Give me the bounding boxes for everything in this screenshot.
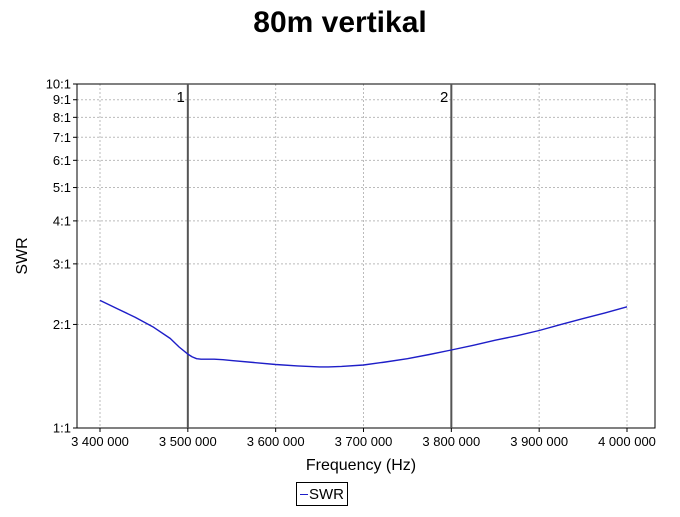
y-tick-label: 8:1 [53,110,71,125]
x-tick-label: 3 400 000 [71,434,129,449]
y-tick-label: 2:1 [53,317,71,332]
plot-area [76,83,656,429]
y-axis-label: SWR [14,237,31,274]
y-tick-label: 9:1 [53,92,71,107]
legend: SWR [296,482,348,506]
y-tick-label: 1:1 [53,421,71,436]
x-tick-label: 4 000 000 [598,434,656,449]
series-line-swr [99,299,628,368]
legend-swatch [300,493,308,495]
x-tick-label: 3 700 000 [335,434,393,449]
y-axis-ticks: 1:1 2:1 3:1 4:1 5:1 6:1 7:1 8:1 9:110:1 [46,77,77,436]
y-tick-label: 5:1 [53,180,71,195]
chart-title: 80m vertikal [253,6,427,39]
y-tick-label: 10:1 [46,77,71,92]
x-axis-label: Frequency (Hz) [306,457,416,474]
x-tick-label: 3 600 000 [247,434,305,449]
legend-item-swr: SWR [309,485,344,503]
x-tick-label: 3 500 000 [159,434,217,449]
x-tick-label: 3 800 000 [422,434,480,449]
marker-label: 2 [440,89,448,106]
x-tick-label: 3 900 000 [510,434,568,449]
y-tick-label: 7:1 [53,130,71,145]
x-axis-ticks: 3 400 000 3 500 000 3 600 000 3 700 000 3 80… [71,428,656,449]
y-tick-label: 4:1 [53,213,71,228]
series [99,299,628,368]
marker-label: 1 [176,89,184,106]
y-tick-label: 6:1 [53,153,71,168]
grid [77,83,655,429]
y-tick-label: 3:1 [53,256,71,271]
